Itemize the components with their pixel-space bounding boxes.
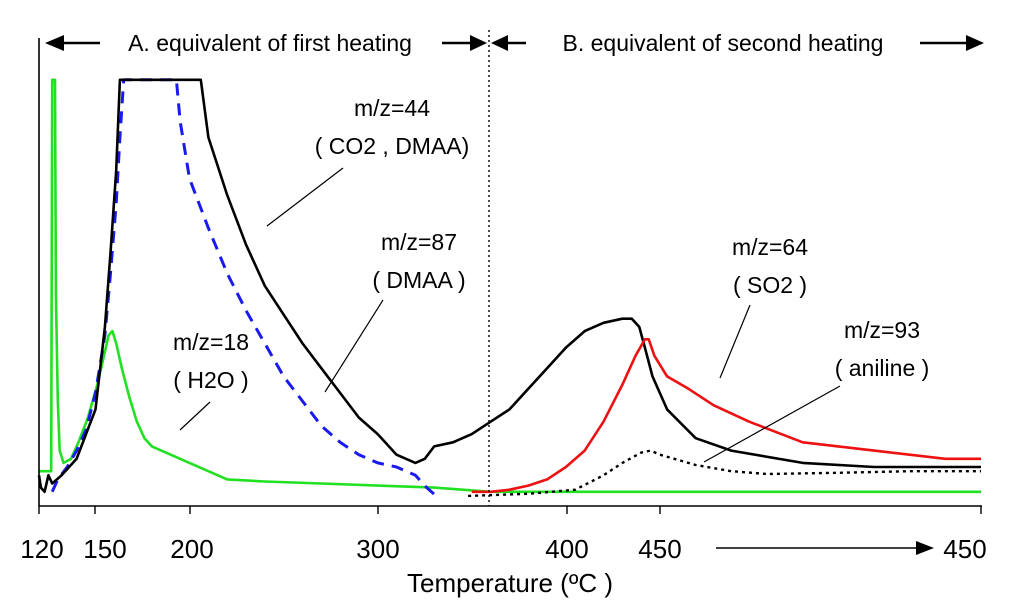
annotation-mz18: m/z=18 ( H2O ) <box>173 329 249 431</box>
series-line-m-z-93 <box>468 449 981 498</box>
series-layer <box>37 78 981 498</box>
annotation-mz64-name: m/z=64 <box>732 234 808 260</box>
annotation-mz93-leader <box>703 385 841 463</box>
region-b-arrows <box>491 35 984 51</box>
annotation-mz44-leader <box>266 167 344 227</box>
annotation-mz64-species: ( SO2 ) <box>733 272 807 298</box>
region-a-label: A. equivalent of first heating <box>128 30 412 56</box>
axis-break-arrow <box>716 541 934 555</box>
annotation-mz87-leader <box>324 299 384 393</box>
x-tick-label-450-end: 450 <box>943 534 986 564</box>
region-b-right-arrow-head <box>966 35 984 51</box>
annotation-mz64-leader <box>719 304 751 379</box>
x-tick-label-120: 120 <box>20 534 63 564</box>
x-tick-label-150: 150 <box>83 534 126 564</box>
region-a-arrows <box>45 35 487 51</box>
annotation-mz44: m/z=44 ( CO2 , DMAA) <box>266 95 470 227</box>
x-tick-label-400: 400 <box>545 534 588 564</box>
annotation-mz44-name: m/z=44 <box>354 95 430 121</box>
annotation-mz18-name: m/z=18 <box>173 329 249 355</box>
series-line-m-z-18 <box>39 78 981 494</box>
annotation-mz93-species: ( aniline ) <box>835 355 930 381</box>
region-b-left-arrow-head <box>491 35 508 51</box>
x-tick-labels: 120 150 200 300 400 450 450 <box>20 534 986 564</box>
x-ticks <box>38 506 982 514</box>
series-line-m-z-87 <box>50 78 438 498</box>
region-b-label: B. equivalent of second heating <box>563 30 884 56</box>
annotation-mz64: m/z=64 ( SO2 ) <box>719 234 808 379</box>
region-a-right-arrow-head <box>470 35 487 51</box>
region-a-left-arrow-head <box>45 35 64 51</box>
annotation-mz18-leader <box>179 401 211 431</box>
x-tick-label-300: 300 <box>356 534 399 564</box>
series-line-m-z-44 <box>37 78 981 494</box>
x-tick-label-200: 200 <box>170 534 213 564</box>
annotation-mz87-name: m/z=87 <box>381 229 457 255</box>
x-axis-title: Temperature (ºC ) <box>407 568 613 598</box>
annotation-mz18-species: ( H2O ) <box>173 367 248 393</box>
annotation-mz87-species: ( DMAA ) <box>372 267 465 293</box>
x-tick-label-450: 450 <box>638 534 681 564</box>
annotation-mz93: m/z=93 ( aniline ) <box>703 317 930 463</box>
annotation-mz44-species: ( CO2 , DMAA) <box>315 133 470 159</box>
series-line-m-z-64 <box>471 338 981 494</box>
axis-break-arrow-head <box>916 541 934 555</box>
annotation-mz93-name: m/z=93 <box>844 317 920 343</box>
annotation-mz87: m/z=87 ( DMAA ) <box>324 229 466 393</box>
